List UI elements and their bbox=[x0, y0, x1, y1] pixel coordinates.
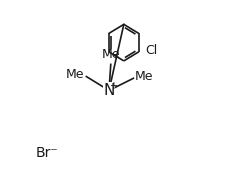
Text: Me: Me bbox=[101, 48, 120, 61]
Text: N: N bbox=[103, 83, 115, 98]
Text: Cl: Cl bbox=[145, 44, 157, 57]
Text: Me: Me bbox=[65, 68, 84, 81]
Text: +: + bbox=[109, 81, 117, 91]
Text: Br⁻: Br⁻ bbox=[36, 146, 59, 160]
Text: Me: Me bbox=[135, 70, 154, 83]
